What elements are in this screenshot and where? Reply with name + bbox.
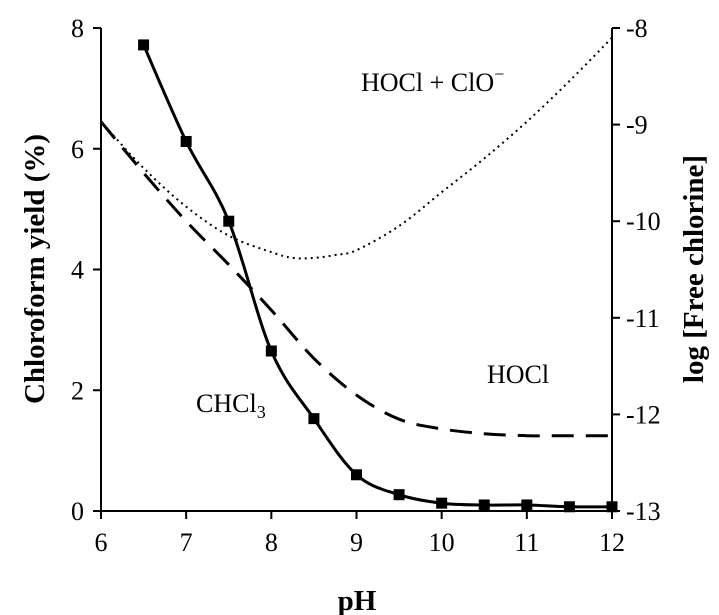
y-left-tick-label: 2 xyxy=(71,376,84,405)
annotation-chcl3-sub: 3 xyxy=(257,402,266,422)
x-axis-title: pH xyxy=(338,585,377,615)
annotation-hocl: HOCl xyxy=(487,360,549,389)
chloroform-point xyxy=(478,499,490,511)
x-tick-label: 12 xyxy=(599,528,625,557)
chloroform-point xyxy=(265,345,277,357)
annotation-hocl-clo-main: HOCl + ClO xyxy=(361,68,494,97)
y-left-tick-label: 4 xyxy=(71,256,84,285)
chloroform-point xyxy=(606,501,618,513)
x-tick-label: 9 xyxy=(350,528,363,557)
chloroform-point xyxy=(138,39,150,51)
series-chloroform-line xyxy=(142,44,613,509)
x-tick-label: 7 xyxy=(180,528,193,557)
chloroform-point xyxy=(351,469,362,481)
chloroform-point xyxy=(521,499,533,511)
chloroform-point xyxy=(393,489,405,501)
series-layer xyxy=(99,36,618,513)
y-right-tick-label: -13 xyxy=(626,497,661,526)
y-right-tick-label: -8 xyxy=(626,14,648,43)
y-axis-title-right: log [Free chlorine] xyxy=(678,155,710,383)
annotation-chcl3-main: CHCl xyxy=(196,389,257,418)
x-tick-label: 11 xyxy=(514,528,539,557)
series-hocl-dashed-line xyxy=(99,120,612,438)
chloroform-point xyxy=(223,215,235,227)
y-right-tick-label: -12 xyxy=(626,400,661,429)
chloroform-point xyxy=(563,501,575,513)
chloroform-point xyxy=(308,413,320,425)
annotation-hocl-clo: HOCl + ClO− xyxy=(361,64,504,97)
chloroform-point xyxy=(180,136,192,148)
annotation-layer: CHCl3 HOCl HOCl + ClO− xyxy=(196,64,549,422)
annotation-chcl3: CHCl3 xyxy=(196,389,266,422)
y-axis-title-left: Chloroform yield (%) xyxy=(19,134,51,404)
y-right-tick-label: -9 xyxy=(626,111,648,140)
axes: 6 7 8 9 10 11 12 0 2 4 6 8 -13 -12 -11 -10 -9 -8 xyxy=(71,14,661,557)
y-right-tick-label: -11 xyxy=(626,304,660,333)
y-left-tick-label: 6 xyxy=(71,135,84,164)
x-tick-label: 10 xyxy=(429,528,455,557)
series-total-chlorine-dotted-line xyxy=(100,36,613,260)
annotation-hocl-clo-sup: − xyxy=(494,64,504,84)
x-tick-label: 8 xyxy=(265,528,278,557)
chloroform-point xyxy=(436,497,448,509)
y-left-tick-label: 8 xyxy=(71,14,84,43)
x-tick-label: 6 xyxy=(95,528,108,557)
y-right-tick-label: -10 xyxy=(626,207,661,236)
y-left-tick-label: 0 xyxy=(71,497,84,526)
